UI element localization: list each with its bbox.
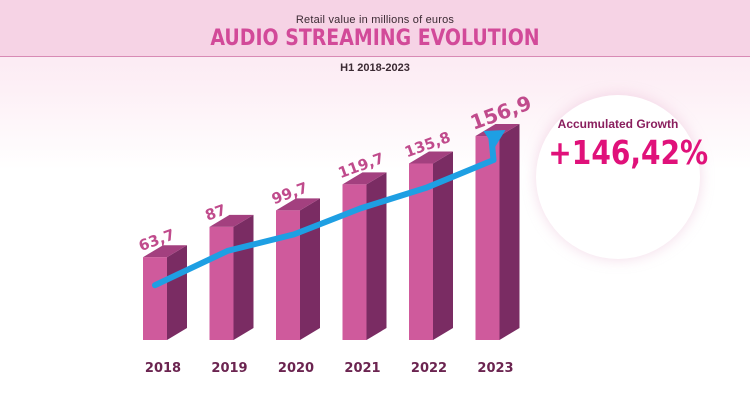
chart-title: AUDIO STREAMING EVOLUTION: [210, 26, 540, 51]
x-tick-2023: 2023: [477, 361, 513, 376]
trend-arrowhead: [483, 130, 506, 149]
bar-top: [409, 151, 453, 164]
bar-side: [300, 198, 320, 340]
bar-2022: [409, 151, 453, 340]
x-tick-2019: 2019: [211, 361, 247, 376]
bar-front: [143, 257, 167, 340]
chart-subtitle: Retail value in millions of euros: [295, 14, 455, 26]
bar-side: [233, 214, 254, 340]
bar-top: [143, 245, 187, 258]
bar-front: [276, 210, 300, 340]
trend-line: [152, 136, 497, 289]
x-tick-2022: 2022: [411, 361, 447, 376]
bar-2018: [143, 245, 187, 340]
bar-side: [433, 151, 453, 340]
bar-2020: [276, 198, 320, 340]
bar-2023: [475, 124, 520, 340]
bars-group: [143, 124, 520, 340]
bar-2021: [342, 172, 387, 340]
bar-side: [499, 124, 520, 340]
bar-top: [342, 172, 387, 185]
bar-front: [209, 226, 234, 340]
x-tick-2018: 2018: [145, 361, 181, 376]
trend-arrow-group: [152, 130, 506, 289]
growth-badge: [536, 95, 700, 259]
title-banner: [0, 0, 750, 57]
bar-front: [475, 136, 500, 340]
bar-2019: [209, 214, 254, 340]
period-label: H1 2018-2023: [340, 62, 410, 74]
x-axis-labels-group: 2018 2019 2020 2021 2022 2023: [145, 361, 514, 376]
growth-value: +146,42%: [548, 133, 709, 172]
bar-side: [167, 245, 187, 340]
bar-top: [209, 214, 254, 227]
bar-side: [366, 172, 387, 340]
x-tick-2021: 2021: [344, 361, 380, 376]
growth-label: Accumulated Growth: [557, 117, 679, 131]
x-tick-2020: 2020: [278, 361, 314, 376]
bar-top: [276, 198, 320, 211]
